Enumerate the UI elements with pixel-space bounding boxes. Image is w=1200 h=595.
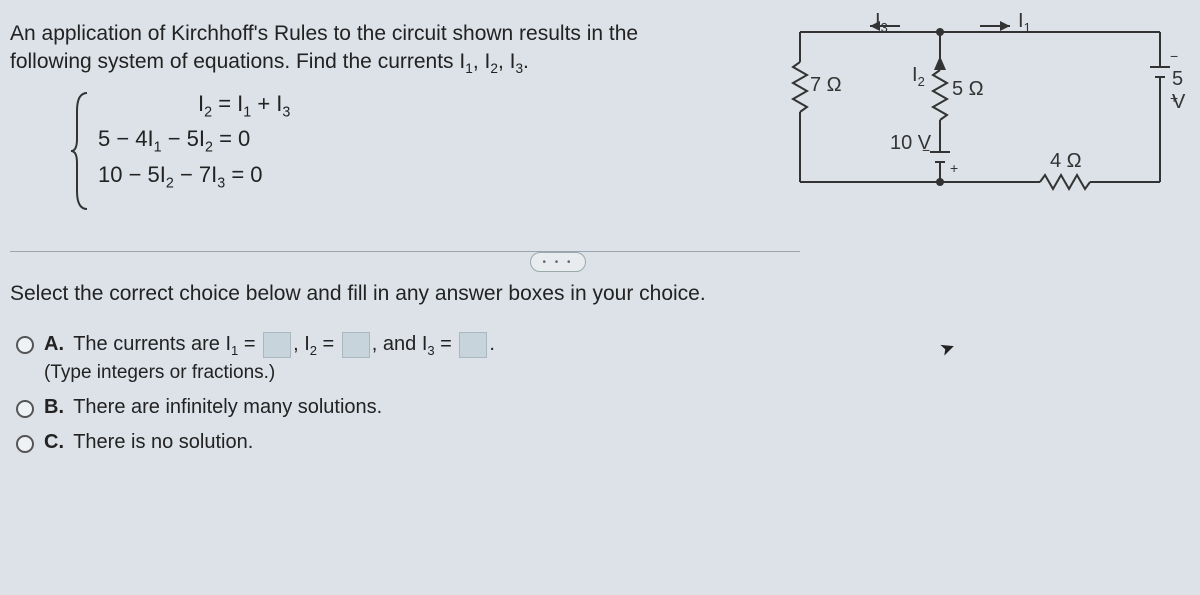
answer-box-i2[interactable] (342, 332, 370, 358)
question-prompt: An application of Kirchhoff's Rules to t… (10, 20, 710, 79)
more-button[interactable]: • • • (530, 252, 586, 272)
answer-box-i3[interactable] (459, 332, 487, 358)
label-i2: I2 (912, 64, 925, 89)
label-r5: 5 Ω (952, 78, 984, 101)
choice-c-text: There is no solution. (73, 431, 253, 453)
radio-b[interactable] (16, 400, 34, 418)
circuit-svg (790, 12, 1190, 232)
choice-b-text: There are infinitely many solutions. (73, 396, 382, 418)
radio-c[interactable] (16, 435, 34, 453)
minus-5v: − (1170, 48, 1178, 64)
label-r7: 7 Ω (810, 74, 842, 97)
circuit-diagram: I3 I1 I2 7 Ω 5 Ω 4 Ω 10 V 5 V + − + − (790, 12, 1190, 252)
choice-b: B. There are infinitely many solutions. (16, 396, 1190, 419)
choice-a-text: The currents are I1 = , I2 = , and I3 = … (73, 333, 495, 355)
divider (10, 251, 800, 252)
select-instruction: Select the correct choice below and fill… (10, 282, 1190, 306)
prompt-line2b: , I (473, 50, 491, 73)
choice-a: A. The currents are I1 = , I2 = , and I3… (16, 332, 1190, 384)
choice-c: C. There is no solution. (16, 431, 1190, 454)
prompt-line2d: . (523, 50, 529, 73)
prompt-line2c: , I (498, 50, 516, 73)
prompt-line2a: following system of equations. Find the … (10, 50, 465, 73)
prompt-sub2: 2 (490, 62, 498, 77)
label-r4: 4 Ω (1050, 150, 1082, 173)
answer-box-i1[interactable] (263, 332, 291, 358)
prompt-line1: An application of Kirchhoff's Rules to t… (10, 22, 638, 45)
choice-b-letter: B. (44, 396, 64, 418)
plus-10v: + (950, 160, 958, 176)
label-i1: I1 (1018, 10, 1031, 35)
ellipsis-icon: • • • (542, 257, 573, 268)
prompt-sub3: 3 (515, 62, 523, 77)
minus-10v: − (922, 142, 930, 158)
choice-c-letter: C. (44, 431, 64, 453)
choice-a-hint: (Type integers or fractions.) (44, 362, 1190, 384)
radio-a[interactable] (16, 336, 34, 354)
label-i3: I3 (875, 10, 888, 35)
left-brace-icon (70, 91, 92, 211)
choice-list: A. The currents are I1 = , I2 = , and I3… (16, 332, 1190, 454)
plus-5v: + (1170, 90, 1178, 106)
prompt-sub1: 1 (465, 62, 473, 77)
choice-a-letter: A. (44, 333, 64, 355)
